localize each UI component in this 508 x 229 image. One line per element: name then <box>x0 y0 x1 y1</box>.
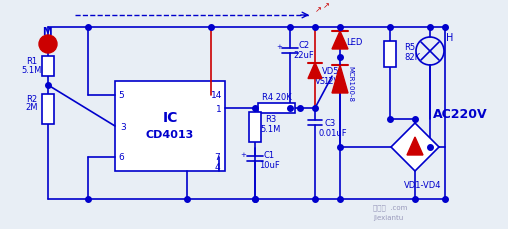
Text: 10uF: 10uF <box>259 161 279 170</box>
Text: 接线图  .com: 接线图 .com <box>373 204 407 210</box>
Circle shape <box>39 36 57 54</box>
Text: 22uF: 22uF <box>294 50 314 59</box>
Bar <box>258 104 295 114</box>
Text: 14: 14 <box>211 91 223 100</box>
Text: VS: VS <box>314 76 326 85</box>
Bar <box>42 95 54 124</box>
Text: 0.01uF: 0.01uF <box>319 128 347 137</box>
Bar <box>384 42 396 68</box>
Bar <box>249 112 261 142</box>
Text: 5: 5 <box>118 91 124 100</box>
Text: +: + <box>276 44 282 50</box>
Text: CD4013: CD4013 <box>146 129 194 139</box>
Text: 82K: 82K <box>404 52 420 61</box>
Polygon shape <box>332 66 348 94</box>
Text: R4 20K: R4 20K <box>262 93 292 102</box>
Text: M: M <box>42 27 52 37</box>
Text: ↗: ↗ <box>314 5 322 14</box>
Text: LED: LED <box>346 37 362 46</box>
Text: +: + <box>240 151 246 157</box>
Text: M: M <box>44 40 52 49</box>
Text: 6: 6 <box>118 153 124 162</box>
Text: 7: 7 <box>214 153 220 162</box>
Text: MCR100-8: MCR100-8 <box>347 66 353 101</box>
Text: R1: R1 <box>26 56 38 65</box>
Text: H: H <box>447 33 454 43</box>
Polygon shape <box>332 32 348 50</box>
Text: C3: C3 <box>325 118 336 127</box>
Text: jiexiantu: jiexiantu <box>373 214 403 220</box>
Text: 3: 3 <box>120 122 126 131</box>
Bar <box>42 57 54 77</box>
Polygon shape <box>407 137 423 155</box>
Text: VD5: VD5 <box>322 67 340 76</box>
Polygon shape <box>391 123 439 171</box>
Text: 5.1M: 5.1M <box>261 125 281 134</box>
Text: 12V: 12V <box>323 77 339 86</box>
Text: VD1-VD4: VD1-VD4 <box>404 181 442 190</box>
Text: AC220V: AC220V <box>433 108 487 121</box>
Text: IC: IC <box>163 111 178 124</box>
Text: C2: C2 <box>298 40 309 49</box>
Text: 5.1M: 5.1M <box>22 65 42 74</box>
Text: 4: 4 <box>214 163 220 172</box>
Text: 2M: 2M <box>26 103 38 112</box>
Text: C1: C1 <box>264 151 274 160</box>
Text: R5: R5 <box>404 42 415 51</box>
Text: R3: R3 <box>265 115 277 124</box>
Polygon shape <box>308 63 322 79</box>
Text: ↗: ↗ <box>323 2 330 11</box>
Bar <box>115 82 225 171</box>
Text: R2: R2 <box>26 94 38 103</box>
Text: 1: 1 <box>216 104 222 113</box>
